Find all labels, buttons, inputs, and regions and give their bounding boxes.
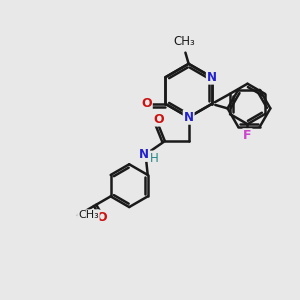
Text: O: O <box>154 112 164 126</box>
Text: O: O <box>97 211 107 224</box>
Text: CH₃: CH₃ <box>173 35 195 48</box>
Text: CH₃: CH₃ <box>78 210 99 220</box>
Text: H: H <box>149 152 158 164</box>
Text: N: N <box>184 111 194 124</box>
Text: N: N <box>207 71 217 84</box>
Text: F: F <box>243 129 252 142</box>
Text: N: N <box>139 148 149 161</box>
Text: O: O <box>141 98 152 110</box>
